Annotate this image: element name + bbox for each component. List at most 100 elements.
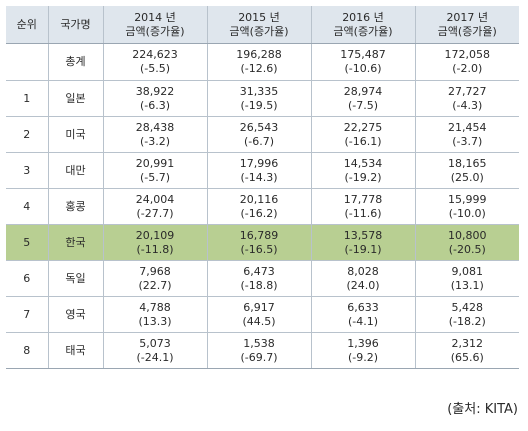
value-cell: 5,073 (-24.1) — [102, 332, 207, 369]
value-cell: 28,974 (-7.5) — [310, 80, 415, 117]
growth-rate-value: (44.5) — [242, 314, 276, 328]
table-header: 순위 국가명 2014 년 금액(증가율) 2015 년 금액(증가율) 201… — [6, 6, 519, 44]
growth-rate-value: (-3.2) — [139, 134, 171, 148]
value-cell: 15,999 (-10.0) — [414, 188, 519, 225]
amount-value: 7,968 — [139, 264, 171, 278]
growth-rate-value: (-6.7) — [243, 134, 275, 148]
header-year: 2016 년 — [342, 10, 384, 24]
header-row: 순위 국가명 2014 년 금액(증가율) 2015 년 금액(증가율) 201… — [6, 6, 519, 44]
growth-rate-value: (-10.0) — [448, 206, 486, 220]
amount-value: 21,454 — [448, 120, 487, 134]
amount-value: 13,578 — [343, 228, 383, 242]
value-cell: 22,275 (-16.1) — [310, 116, 415, 153]
growth-rate-value: (-24.1) — [136, 350, 174, 364]
amount-value: 9,081 — [451, 264, 484, 278]
table-row: 2 미국 28,438 (-3.2) 26,543 (-6.7) 22,275 (-16.1)… — [6, 116, 519, 153]
value-cell: 31,335 (-19.5) — [206, 80, 311, 117]
table-body: 총계 224,623 (-5.5) 196,288 (-12.6) 175,487 (-10… — [6, 43, 519, 369]
growth-rate-value: (22.7) — [138, 278, 172, 292]
amount-value: 5,428 — [451, 300, 484, 314]
value-cell: 10,800 (-20.5) — [414, 224, 519, 261]
rank-cell: 4 — [6, 188, 48, 225]
amount-value: 4,788 — [139, 300, 171, 314]
country-cell: 대만 — [47, 152, 103, 189]
growth-rate-value: (-12.6) — [240, 62, 278, 75]
amount-value: 1,396 — [347, 336, 379, 350]
value-cell: 27,727 (-4.3) — [414, 80, 519, 117]
value-cell: 18,165 (25.0) — [414, 152, 519, 189]
table-row: 4 홍콩 24,004 (-27.7) 20,116 (-16.2) 17,778 (-11.… — [6, 188, 519, 225]
amount-value: 15,999 — [448, 192, 487, 206]
header-sub: 금액(증가율) — [229, 24, 289, 38]
value-cell: 2,312 (65.6) — [414, 332, 519, 369]
growth-rate-value: (-4.1) — [347, 314, 379, 328]
table-row-total: 총계 224,623 (-5.5) 196,288 (-12.6) 175,487 (-10… — [6, 43, 519, 81]
growth-rate-value: (24.0) — [346, 278, 380, 292]
country-cell: 일본 — [47, 80, 103, 117]
header-year: 2015 년 — [238, 10, 280, 24]
value-cell: 172,058 (-2.0) — [414, 43, 519, 81]
amount-value: 2,312 — [451, 336, 484, 350]
growth-rate-value: (-14.3) — [240, 170, 278, 184]
table-row: 1 일본 38,922 (-6.3) 31,335 (-19.5) 28,974 (-7.5)… — [6, 80, 519, 117]
amount-value: 26,543 — [239, 120, 279, 134]
value-cell: 16,789 (-16.5) — [206, 224, 311, 261]
value-cell: 5,428 (-18.2) — [414, 296, 519, 333]
header-year: 2014 년 — [134, 10, 176, 24]
growth-rate-value: (-19.1) — [344, 242, 382, 256]
value-cell: 8,028 (24.0) — [310, 260, 415, 297]
rank-cell: 7 — [6, 296, 48, 333]
header-sub: 금액(증가율) — [437, 24, 497, 38]
growth-rate-value: (-11.8) — [136, 242, 174, 256]
amount-value: 224,623 — [132, 48, 178, 61]
growth-rate-value: (-9.2) — [347, 350, 379, 364]
growth-rate-value: (-2.0) — [452, 62, 483, 75]
amount-value: 5,073 — [139, 336, 171, 350]
amount-value: 20,109 — [135, 228, 175, 242]
amount-value: 38,922 — [135, 84, 175, 98]
value-cell: 6,633 (-4.1) — [310, 296, 415, 333]
value-cell: 6,473 (-18.8) — [206, 260, 311, 297]
table-row: 8 태국 5,073 (-24.1) 1,538 (-69.7) 1,396 (-9.2) 2,… — [6, 332, 519, 369]
growth-rate-value: (-6.3) — [139, 98, 171, 112]
amount-value: 8,028 — [347, 264, 379, 278]
growth-rate-value: (-11.6) — [344, 206, 382, 220]
amount-value: 196,288 — [236, 48, 282, 61]
value-cell: 196,288 (-12.6) — [206, 43, 311, 81]
growth-rate-value: (65.6) — [450, 350, 484, 364]
value-cell: 17,996 (-14.3) — [206, 152, 311, 189]
growth-rate-value: (13.1) — [450, 278, 484, 292]
value-cell: 224,623 (-5.5) — [102, 43, 207, 81]
growth-rate-value: (-20.5) — [448, 242, 486, 256]
value-cell: 24,004 (-27.7) — [102, 188, 207, 225]
country-cell: 미국 — [47, 116, 103, 153]
table-row: 3 대만 20,991 (-5.7) 17,996 (-14.3) 14,534 (-19.2… — [6, 152, 519, 189]
growth-rate-value: (-16.1) — [344, 134, 382, 148]
value-cell: 4,788 (13.3) — [102, 296, 207, 333]
growth-rate-value: (-16.5) — [240, 242, 278, 256]
rank-cell — [6, 43, 48, 81]
value-cell: 20,991 (-5.7) — [102, 152, 207, 189]
growth-rate-value: (-5.5) — [139, 62, 171, 75]
amount-value: 28,438 — [135, 120, 175, 134]
amount-value: 17,996 — [239, 156, 279, 170]
amount-value: 172,058 — [444, 48, 491, 61]
header-year-2015: 2015 년 금액(증가율) — [206, 6, 311, 44]
value-cell: 38,922 (-6.3) — [102, 80, 207, 117]
country-cell: 태국 — [47, 332, 103, 369]
growth-rate-value: (-5.7) — [139, 170, 171, 184]
growth-rate-value: (-19.5) — [240, 98, 278, 112]
amount-value: 28,974 — [343, 84, 383, 98]
header-year-2016: 2016 년 금액(증가율) — [310, 6, 415, 44]
country-cell: 한국 — [47, 224, 103, 261]
rank-cell: 6 — [6, 260, 48, 297]
value-cell: 21,454 (-3.7) — [414, 116, 519, 153]
table-row: 5 한국 20,109 (-11.8) 16,789 (-16.5) 13,578 (-19.… — [6, 224, 519, 261]
growth-rate-value: (-69.7) — [240, 350, 278, 364]
rank-cell: 1 — [6, 80, 48, 117]
value-cell: 7,968 (22.7) — [102, 260, 207, 297]
amount-value: 20,116 — [239, 192, 279, 206]
growth-rate-value: (-27.7) — [136, 206, 174, 220]
header-year-2014: 2014 년 금액(증가율) — [102, 6, 207, 44]
growth-rate-value: (-18.8) — [240, 278, 278, 292]
